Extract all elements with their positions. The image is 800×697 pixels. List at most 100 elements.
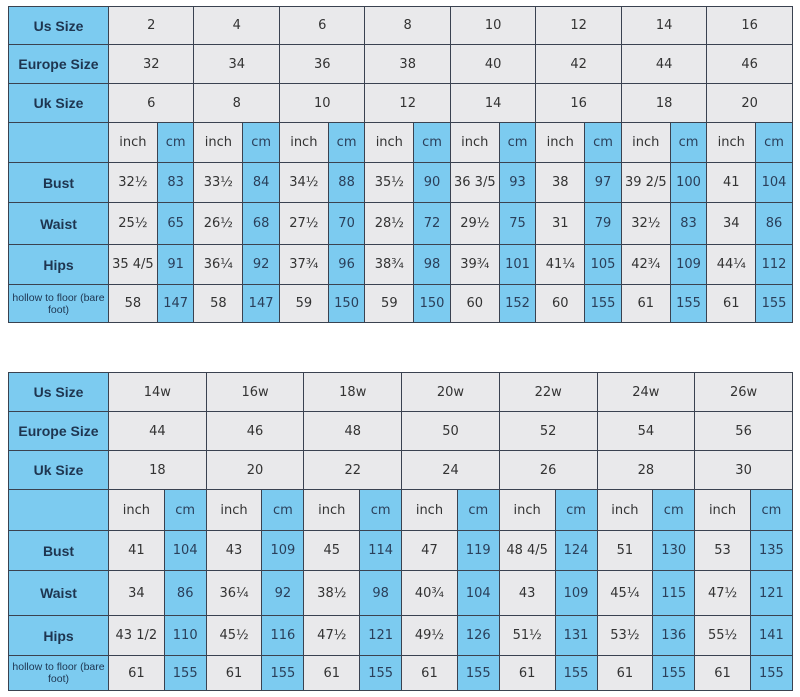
hips-cm: 91 <box>156 244 195 285</box>
waist-inch: 26½ <box>193 202 244 245</box>
bust-inch: 39 2/5 <box>620 162 671 203</box>
hips-cm: 98 <box>413 244 451 285</box>
hips-inch: 39¾ <box>449 244 500 285</box>
waist-cm: 83 <box>669 202 708 245</box>
size-cell-us: 6 <box>278 6 366 45</box>
size-cell-uk: 26 <box>498 450 598 490</box>
hips-cm: 126 <box>456 615 500 656</box>
hips-inch: 55½ <box>694 615 751 656</box>
bust-cm: 88 <box>327 162 366 203</box>
hips-cm: 116 <box>261 615 305 656</box>
waist-cm: 121 <box>749 570 793 616</box>
size-cell-uk: 30 <box>694 450 793 490</box>
row-us: Us Size 14w 16w 18w 20w 22w 24w 26w <box>8 372 793 412</box>
size-cell-eu: 50 <box>401 411 500 451</box>
size-cell-us: 18w <box>303 372 403 412</box>
waist-cm: 68 <box>242 202 280 245</box>
hollow-inch: 60 <box>535 284 586 323</box>
unit-cm: cm <box>413 122 451 163</box>
hips-inch: 43 1/2 <box>108 615 165 656</box>
hollow-cm: 155 <box>359 655 403 691</box>
row-label-waist: Waist <box>8 570 109 616</box>
bust-cm: 100 <box>669 162 708 203</box>
unit-cm: cm <box>584 122 622 163</box>
hollow-cm: 147 <box>156 284 195 323</box>
waist-inch: 34 <box>108 570 165 616</box>
size-cell-uk: 20 <box>706 83 793 123</box>
size-cell-us: 8 <box>364 6 451 45</box>
size-cell-uk: 24 <box>401 450 500 490</box>
size-cell-eu: 44 <box>108 411 207 451</box>
unit-cm: cm <box>456 489 500 531</box>
size-cell-eu: 54 <box>596 411 696 451</box>
hollow-cm: 147 <box>242 284 280 323</box>
unit-cm: cm <box>669 122 708 163</box>
size-cell-us: 10 <box>449 6 537 45</box>
row-label-hollow: hollow to floor (bare foot) <box>8 655 109 691</box>
unit-cm: cm <box>755 122 793 163</box>
bust-inch: 38 <box>535 162 586 203</box>
hips-inch: 41¼ <box>535 244 586 285</box>
unit-cm: cm <box>749 489 793 531</box>
size-cell-uk: 6 <box>107 83 195 123</box>
size-cell-eu: 48 <box>303 411 403 451</box>
unit-inch: inch <box>108 122 158 163</box>
hollow-inch: 61 <box>108 655 165 691</box>
size-cell-uk: 18 <box>620 83 708 123</box>
unit-cm: cm <box>156 122 195 163</box>
row-hollow: hollow to floor (bare foot) 58 147 58 147 59 1… <box>8 284 793 323</box>
waist-cm: 104 <box>456 570 500 616</box>
size-cell-eu: 34 <box>193 44 280 84</box>
row-label-bust: Bust <box>8 530 109 571</box>
row-label-us: Us Size <box>8 6 109 45</box>
hips-inch: 37¾ <box>278 244 329 285</box>
row-hips: Hips 43 1/2 110 45½ 116 47½ 121 49½ 126 51½ 131 53½… <box>8 615 793 656</box>
bust-cm: 109 <box>261 530 305 571</box>
hips-inch: 42¾ <box>620 244 671 285</box>
row-bust: Bust 41 104 43 109 45 114 47 119 48 4/5 124 51 130 53… <box>8 530 793 571</box>
size-cell-uk: 10 <box>278 83 366 123</box>
hollow-cm: 155 <box>584 284 622 323</box>
waist-inch: 27½ <box>278 202 329 245</box>
bust-inch: 35½ <box>364 162 415 203</box>
hips-inch: 44¼ <box>706 244 757 285</box>
waist-inch: 45¼ <box>596 570 654 616</box>
hips-cm: 141 <box>749 615 793 656</box>
size-cell-uk: 12 <box>364 83 451 123</box>
hips-cm: 105 <box>584 244 622 285</box>
row-label-hollow: hollow to floor (bare foot) <box>8 284 109 323</box>
waist-inch: 38½ <box>303 570 361 616</box>
row-uk: Uk Size 6 8 10 12 14 16 18 20 <box>8 83 793 123</box>
hollow-cm: 155 <box>669 284 708 323</box>
hips-cm: 110 <box>163 615 207 656</box>
size-chart-standard: Us Size 2 4 6 8 10 12 14 16 Europe Size 32 34 36 38 40… <box>8 6 793 323</box>
size-cell-eu: 38 <box>364 44 451 84</box>
unit-cm: cm <box>554 489 598 531</box>
hollow-cm: 155 <box>554 655 598 691</box>
unit-inch: inch <box>364 122 415 163</box>
hips-cm: 112 <box>755 244 793 285</box>
hips-cm: 136 <box>652 615 696 656</box>
waist-inch: 32½ <box>620 202 671 245</box>
row-hips: Hips 35 4/5 91 36¼ 92 37¾ 96 38¾ 98 39¾ 101 41¼ 105 4… <box>8 244 793 285</box>
unit-inch: inch <box>706 122 757 163</box>
size-cell-eu: 32 <box>107 44 195 84</box>
waist-cm: 75 <box>498 202 537 245</box>
hollow-inch: 61 <box>596 655 654 691</box>
bust-inch: 36 3/5 <box>449 162 500 203</box>
size-cell-eu: 46 <box>706 44 793 84</box>
waist-cm: 92 <box>261 570 305 616</box>
hollow-inch: 58 <box>108 284 158 323</box>
bust-cm: 97 <box>584 162 622 203</box>
waist-cm: 98 <box>359 570 403 616</box>
hollow-cm: 155 <box>261 655 305 691</box>
bust-cm: 124 <box>554 530 598 571</box>
row-label-waist: Waist <box>8 202 109 245</box>
waist-inch: 34 <box>706 202 757 245</box>
row-us: Us Size 2 4 6 8 10 12 14 16 <box>8 6 793 45</box>
row-label-hips: Hips <box>8 244 109 285</box>
size-cell-eu: 56 <box>694 411 793 451</box>
hips-cm: 131 <box>554 615 598 656</box>
bust-inch: 41 <box>108 530 165 571</box>
size-cell-us: 2 <box>107 6 195 45</box>
